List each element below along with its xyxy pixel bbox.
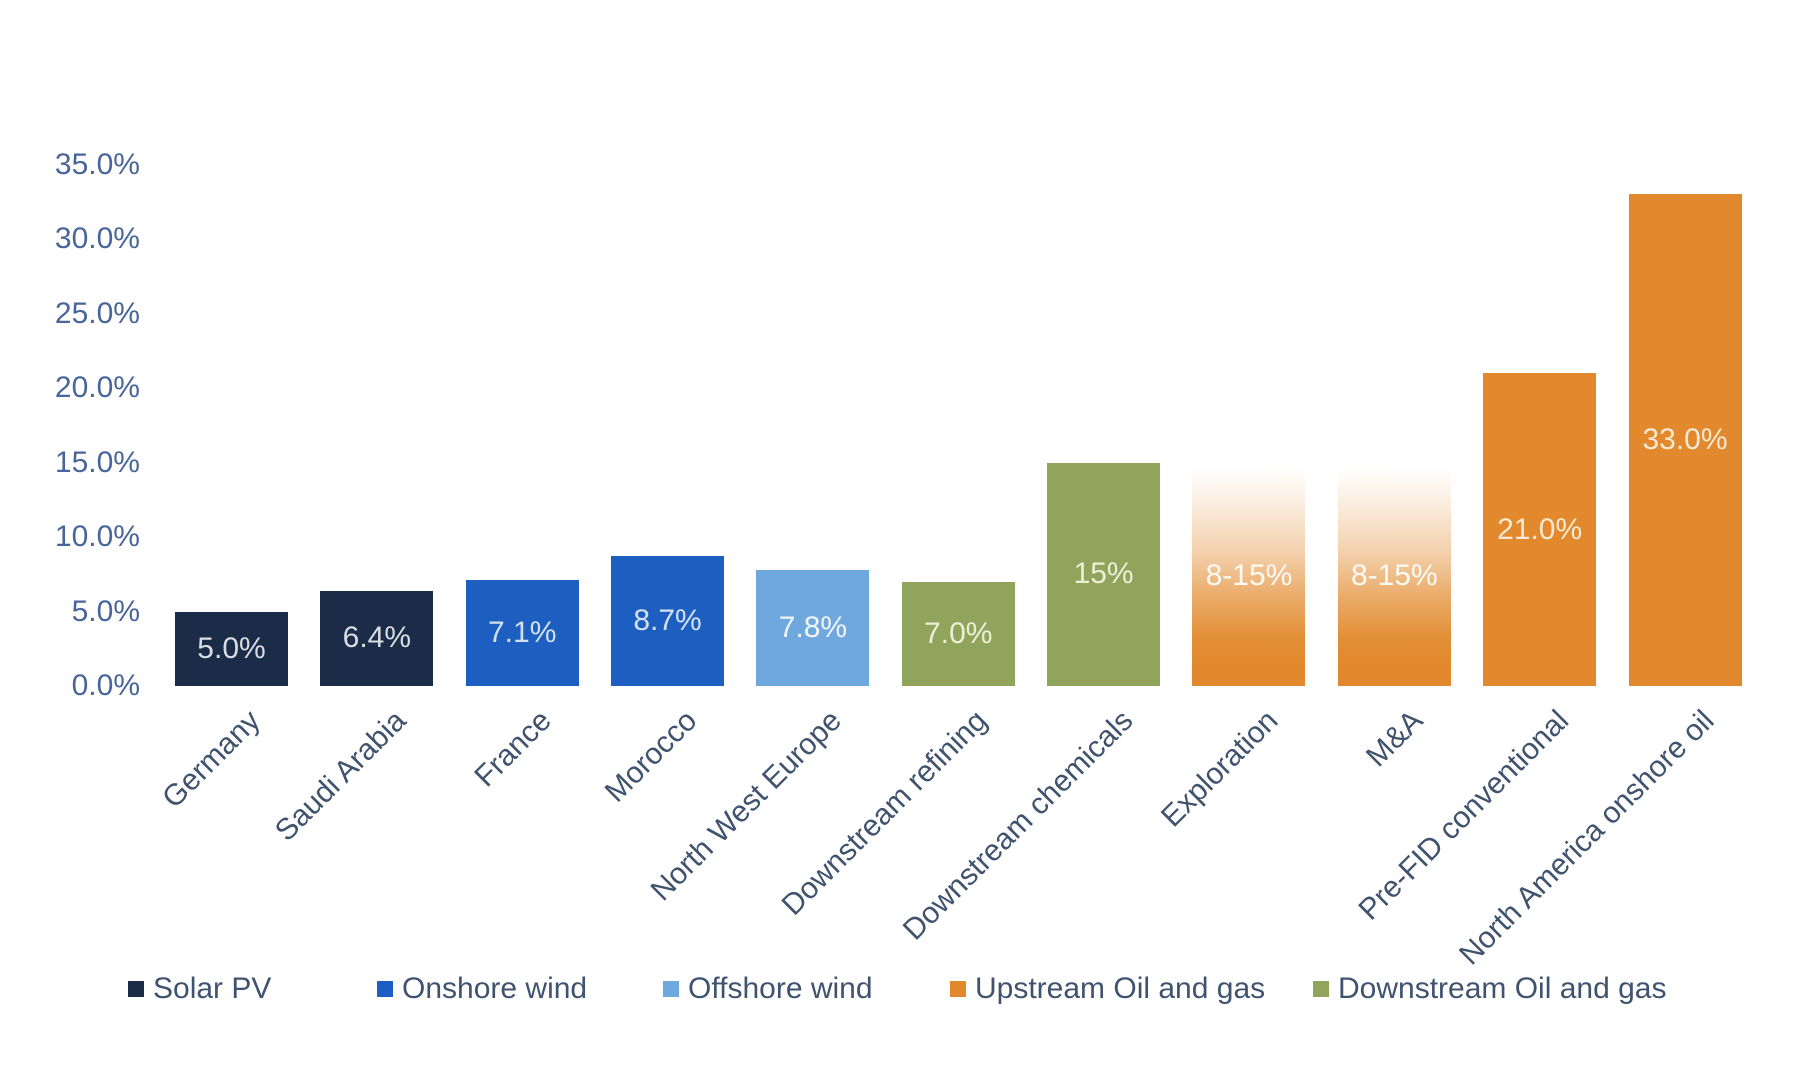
- y-axis-tick-label: 15.0%: [54, 445, 140, 479]
- legend-item-label: Upstream Oil and gas: [975, 972, 1266, 1005]
- legend-swatch-icon: [950, 981, 966, 997]
- legend-swatch-icon: [128, 981, 144, 997]
- bar-value-label: 5.0%: [197, 631, 266, 665]
- bar: 7.8%: [756, 569, 870, 686]
- y-axis-tick-label: 10.0%: [54, 520, 140, 553]
- legend-item: Onshore wind: [377, 972, 587, 1006]
- bar: 8.7%: [611, 556, 725, 686]
- bar: 7.1%: [465, 580, 579, 686]
- legend-swatch-icon: [377, 981, 393, 997]
- bar: 21.0%: [1483, 373, 1597, 686]
- x-axis-category-label: M&A: [1360, 704, 1430, 774]
- x-axis-category-label: Germany: [156, 704, 267, 815]
- bar-value-label: 6.4%: [342, 621, 412, 655]
- legend-item-label: Offshore wind: [688, 972, 873, 1005]
- bar-value-label: 7.8%: [778, 610, 848, 644]
- bar-value-label: 21.0%: [1497, 512, 1583, 546]
- y-axis-tick-label: 35.0%: [54, 147, 140, 181]
- legend-item: Solar PV: [128, 972, 271, 1006]
- x-axis-category-label: Saudi Arabia: [268, 704, 413, 848]
- bar-value-label: 8-15%: [1350, 559, 1438, 593]
- bar: 33.0%: [1628, 194, 1742, 686]
- bar-value-label: 7.1%: [487, 616, 557, 650]
- bar-value-label: 33.0%: [1642, 423, 1728, 457]
- x-axis-category-label: North America onshore oil: [1452, 704, 1721, 972]
- legend-swatch-icon: [1313, 981, 1329, 997]
- bar: 5.0%: [175, 611, 288, 686]
- x-axis-category-label: Exploration: [1154, 704, 1285, 834]
- legend-item: Upstream Oil and gas: [950, 972, 1265, 1006]
- legend-item-label: Downstream Oil and gas: [1338, 972, 1667, 1005]
- y-axis-tick-label: 0.0%: [71, 669, 140, 702]
- bar: 8-15%: [1192, 466, 1306, 686]
- legend-item-label: Onshore wind: [402, 972, 588, 1005]
- y-axis-tick-label: 5.0%: [71, 594, 140, 628]
- bar: 7.0%: [901, 581, 1015, 686]
- bar: 8-15%: [1337, 466, 1451, 686]
- y-axis-tick-label: 20.0%: [54, 371, 140, 404]
- legend-item: Downstream Oil and gas: [1313, 972, 1666, 1006]
- legend-item: Offshore wind: [663, 972, 873, 1006]
- x-axis-category-label: Morocco: [598, 704, 703, 809]
- bar-value-label: 8.7%: [633, 604, 702, 638]
- bar-value-label: 8-15%: [1205, 559, 1293, 593]
- x-axis-category-label: France: [468, 704, 558, 794]
- bar: 15%: [1047, 462, 1161, 686]
- legend-swatch-icon: [663, 981, 679, 997]
- bar: 6.4%: [320, 590, 434, 686]
- legend-item-label: Solar PV: [153, 972, 272, 1005]
- y-axis-tick-label: 30.0%: [54, 222, 140, 255]
- y-axis-tick-label: 25.0%: [54, 296, 140, 330]
- bar-value-label: 7.0%: [924, 616, 993, 650]
- bar-value-label: 15%: [1073, 557, 1134, 591]
